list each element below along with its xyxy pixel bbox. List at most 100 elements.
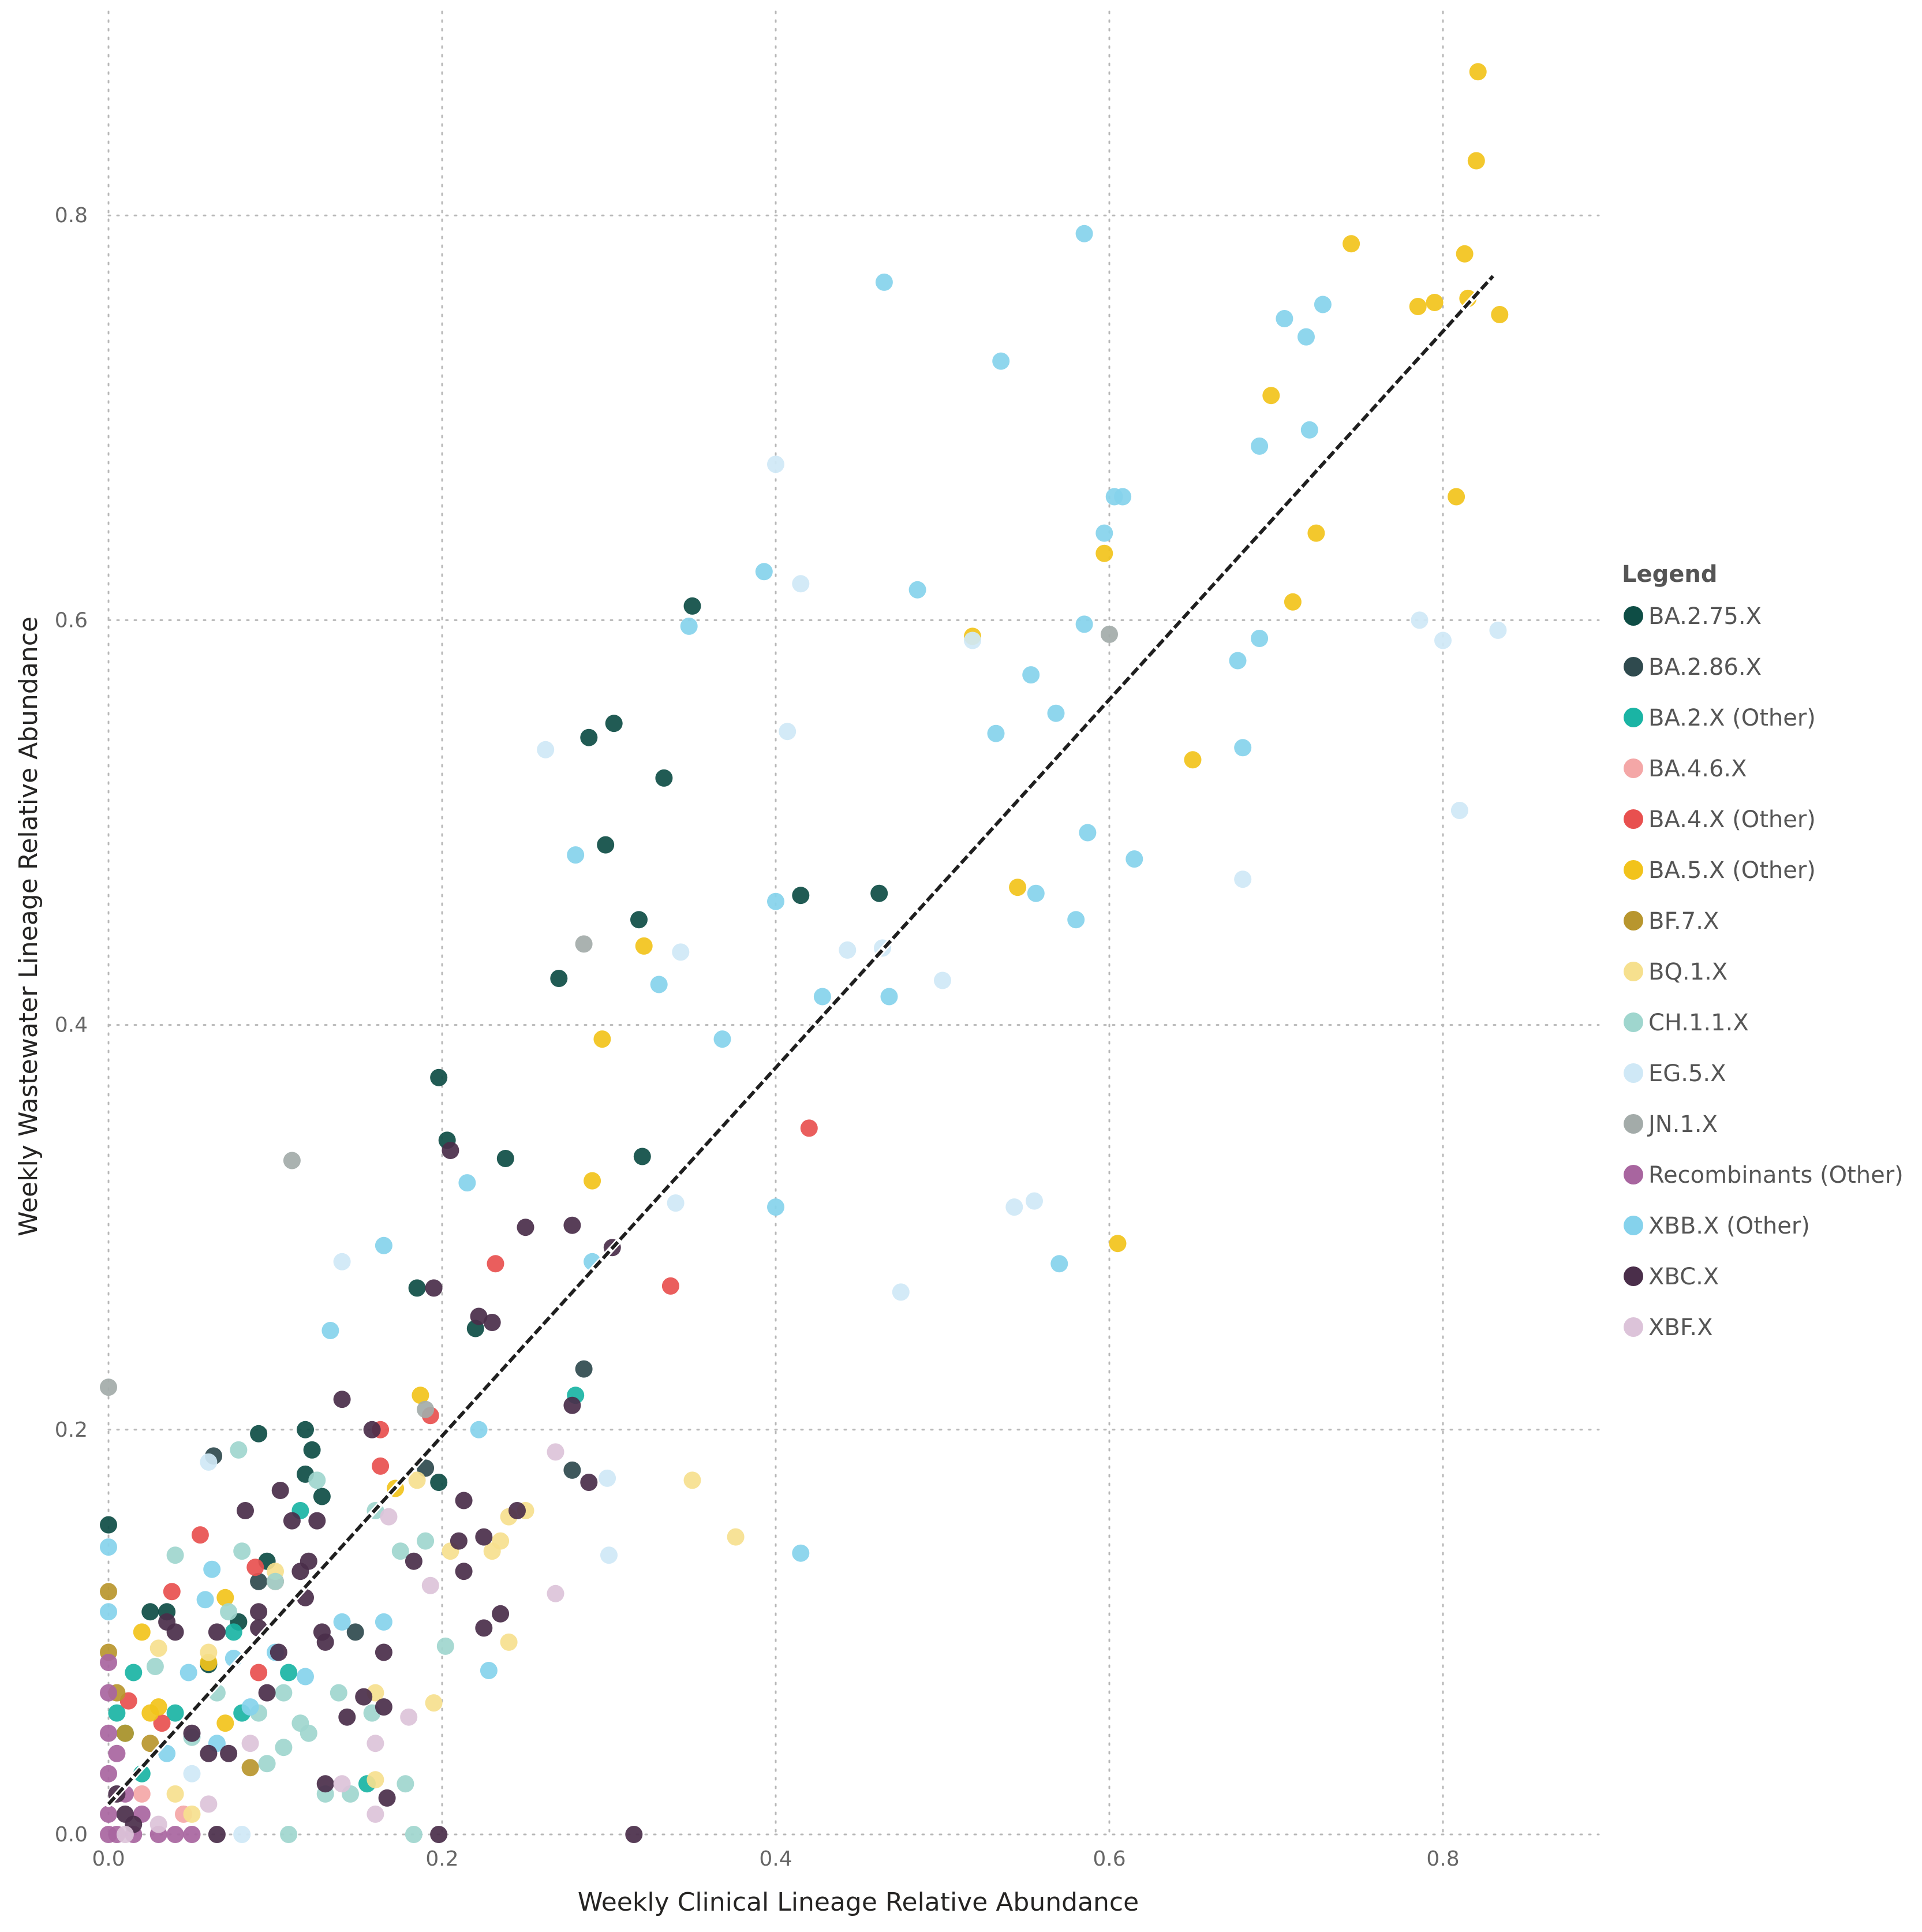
data-point-recombinants-other: Recombinants (Other): (0, 0.03) [100,1765,117,1782]
legend-marker [1624,1266,1643,1286]
data-point-eg-5-x: EG.5.X: (0.518, 0.59) [964,631,981,649]
data-point-ba-2-75-x: BA.2.75.X: (0.32, 0.335) [633,1148,651,1165]
legend-item-recombinants-other[interactable]: Recombinants (Other) [1624,1162,1904,1189]
data-point-ba-2-75-x: BA.2.75.X: (0.09, 0.198) [250,1425,268,1443]
data-point-ch-1-1-x: CH.1.1.X: (0.1, 0.125) [267,1572,284,1590]
series-jn-1-x: JN.1.X: (0, 0.221) JN.1.X: (0.11, 0.333) J… [100,625,1118,1418]
data-point-xbc-x: XBC.X: (0.195, 0.27) [425,1279,443,1297]
data-point-ba-4-x-other: BA.4.X (Other): (0.032, 0.055) [153,1714,171,1732]
data-point-recombinants-other: Recombinants (Other): (0.005, 0.04) [108,1744,126,1762]
y-axis-title: Weekly Wastewater Lineage Relative Abund… [14,616,43,1236]
legend-item-ba-2-x-other[interactable]: BA.2.X (Other) [1624,705,1816,731]
legend-item-ba-4-x-other[interactable]: BA.4.X (Other) [1624,806,1816,833]
legend-item-jn-1-x[interactable]: JN.1.X [1624,1111,1718,1138]
legend-label: BA.2.75.X [1648,603,1762,630]
data-point-xbb-x-other: XBB.X (Other): (0.58, 0.452) [1067,911,1085,929]
data-point-xbb-x-other: XBB.X (Other): (0.165, 0.105) [375,1613,392,1631]
x-axis-title: Weekly Clinical Lineage Relative Abundan… [578,1888,1139,1917]
legend-item-xbb-x-other[interactable]: XBB.X (Other) [1624,1213,1810,1239]
data-point-xbb-x-other: XBB.X (Other): (0.228, 0.081) [480,1662,498,1679]
data-point-bq-1-x: BQ.1.X: (0.24, 0.095) [500,1633,518,1651]
data-point-xbc-x: XBC.X: (0.125, 0.155) [308,1512,326,1530]
data-point-eg-5-x: EG.5.X: (0.343, 0.436) [672,943,690,961]
data-point-ba-2-75-x: BA.2.75.X: (0.303, 0.549) [605,715,623,733]
legend-item-eg-5-x[interactable]: EG.5.X [1624,1060,1726,1087]
data-point-xbc-x: XBC.X: (0.143, 0.058) [338,1708,356,1726]
x-tick-label: 0.6 [1093,1847,1125,1871]
data-point-ba-2-x-other: BA.2.X (Other): (0.075, 0.1) [225,1623,242,1641]
data-point-xbc-x: XBC.X: (0.23, 0.253) [483,1314,501,1331]
scatter-points: BA.2.75.X: (0, 0.153) BA.2.75.X: (0.025, … [100,63,1509,1843]
data-point-ba-2-x-other: BA.2.X (Other): (0.108, 0.08) [280,1664,298,1681]
data-point-xbc-x: XBC.X: (0.213, 0.13) [455,1563,473,1580]
data-point-xbc-x: XBC.X: (0.065, 0) [208,1826,226,1843]
legend-items: BA.2.75.X BA.2.86.X BA.2.X (Other) BA.4.6.X… [1624,603,1904,1341]
data-point-ch-1-1-x: CH.1.1.X: (0.028, 0.083) [146,1658,164,1675]
data-point-recombinants-other: Recombinants (Other): (0.04, 0) [166,1826,184,1843]
data-point-xbb-x-other: XBB.X (Other): (0.222, 0.2) [470,1421,488,1438]
data-point-xbc-x: XBC.X: (0.095, 0.07) [258,1684,276,1702]
data-point-ba-5-x-other: BA.5.X (Other): (0.785, 0.755) [1409,298,1427,315]
data-point-eg-5-x: EG.5.X: (0.475, 0.268) [892,1283,910,1301]
legend-item-ba-4-6-x[interactable]: BA.4.6.X [1624,756,1747,782]
data-point-xbc-x: XBC.X: (0.05, 0.05) [183,1724,201,1742]
data-point-bq-1-x: BQ.1.X: (0.04, 0.02) [166,1785,184,1803]
trend-line [107,275,1494,1806]
data-point-xbb-x-other: XBB.X (Other): (0.615, 0.482) [1125,850,1143,868]
data-point-xbb-x-other: XBB.X (Other): (0.14, 0.105) [333,1613,351,1631]
data-point-xbb-x-other: XBB.X (Other): (0.585, 0.598) [1075,615,1093,633]
data-point-ba-2-86-x: BA.2.86.X: (0.148, 0.1) [346,1623,364,1641]
data-point-xbb-x-other: XBB.X (Other): (0.587, 0.495) [1079,824,1097,842]
data-point-ba-4-x-other: BA.4.X (Other): (0.337, 0.271) [661,1277,679,1295]
legend-item-ch-1-1-x[interactable]: CH.1.1.X [1624,1010,1749,1036]
series-xbf-x: XBF.X: (0.06, 0.015) XBF.X: (0.085, 0.045… [116,1443,564,1843]
data-point-ba-2-x-other: BA.2.X (Other): (0.005, 0.06) [108,1704,126,1722]
data-point-xbb-x-other: XBB.X (Other): (0.677, 0.58) [1229,652,1247,670]
data-point-eg-5-x: EG.5.X: (0.555, 0.313) [1026,1192,1043,1210]
x-tick-label: 0.2 [425,1847,458,1871]
data-point-xbc-x: XBC.X: (0.13, 0.095) [316,1633,334,1651]
legend-marker [1624,860,1643,880]
data-point-xbc-x: XBC.X: (0.205, 0.338) [442,1142,459,1159]
legend-item-xbc-x[interactable]: XBC.X [1624,1264,1719,1290]
legend-item-ba-2-86-x[interactable]: BA.2.86.X [1624,654,1762,681]
data-point-ba-2-75-x: BA.2.75.X: (0.118, 0.2) [297,1421,314,1438]
legend-item-bq-1-x[interactable]: BQ.1.X [1624,959,1727,985]
legend-item-ba-5-x-other[interactable]: BA.5.X (Other) [1624,857,1816,884]
data-point-jn-1-x: JN.1.X: (0, 0.221) [100,1378,117,1396]
legend-marker [1624,1114,1643,1134]
series-xbc-x: XBC.X: (0.005, 0.02)XBC.X: (0.01, 0.01)X… [108,1142,643,1843]
data-point-ch-1-1-x: CH.1.1.X: (0.08, 0.14) [233,1542,251,1560]
data-point-xbf-x: XBF.X: (0.268, 0.119) [547,1585,564,1602]
data-point-xbc-x: XBC.X: (0.158, 0.2) [363,1421,381,1438]
legend-item-bf-7-x[interactable]: BF.7.X [1624,908,1719,935]
series-bq-1-x: BQ.1.X: (0.03, 0.092) BQ.1.X: (0.06, 0.09… [149,1471,745,1823]
legend-item-ba-2-75-x[interactable]: BA.2.75.X [1624,603,1762,630]
legend-label: JN.1.X [1647,1111,1718,1138]
data-point-jn-1-x: JN.1.X: (0.285, 0.44) [575,935,593,953]
data-point-xbc-x: XBC.X: (0.103, 0.17) [271,1482,289,1499]
data-point-xbb-x-other: XBB.X (Other): (0, 0.142) [100,1538,117,1556]
data-point-bf-7-x: BF.7.X: (0.01, 0.05) [116,1724,134,1742]
data-point-ch-1-1-x: CH.1.1.X: (0.078, 0.19) [230,1441,248,1459]
legend-label: BA.4.X (Other) [1648,806,1816,833]
series-ba-2-86-x: BA.2.86.X: (0.063, 0.187)BA.2.86.X: (0.0… [205,1360,593,1641]
series-eg-5-x: EG.5.X: (0.06, 0.184) EG.5.X: (0.14, 0.28… [183,455,1507,1843]
legend-item-xbf-x[interactable]: XBF.X [1624,1314,1713,1341]
data-point-xbc-x: XBC.X: (0.102, 0.09) [270,1643,287,1661]
data-point-xbb-x-other: XBB.X (Other): (0.465, 0.767) [875,273,893,291]
data-point-xbb-x-other: XBB.X (Other): (0.68, 0.537) [1234,739,1252,757]
data-point-ba-5-x-other: BA.5.X (Other): (0.724, 0.643) [1307,524,1325,542]
data-point-bq-1-x: BQ.1.X: (0.16, 0.027) [367,1771,384,1789]
data-point-bq-1-x: BQ.1.X: (0.03, 0.092) [149,1639,167,1657]
legend-label: XBC.X [1648,1264,1719,1290]
data-point-xbc-x: XBC.X: (0.198, 0) [430,1826,448,1843]
data-point-xbb-x-other: XBB.X (Other): (0.085, 0.063) [241,1698,259,1716]
y-tick-label: 0.8 [55,204,88,227]
data-point-xbf-x: XBF.X: (0.16, 0.01) [367,1805,384,1823]
data-point-ba-4-x-other: BA.4.X (Other): (0.09, 0.08) [250,1664,268,1681]
data-point-xbb-x-other: XBB.X (Other): (0.428, 0.414) [813,988,831,1006]
data-point-ba-4-x-other: BA.4.X (Other): (0.42, 0.349) [800,1119,818,1137]
data-point-xbf-x: XBF.X: (0.03, 0.005) [149,1815,167,1833]
data-point-xbb-x-other: XBB.X (Other): (0.048, 0.08) [180,1664,197,1681]
